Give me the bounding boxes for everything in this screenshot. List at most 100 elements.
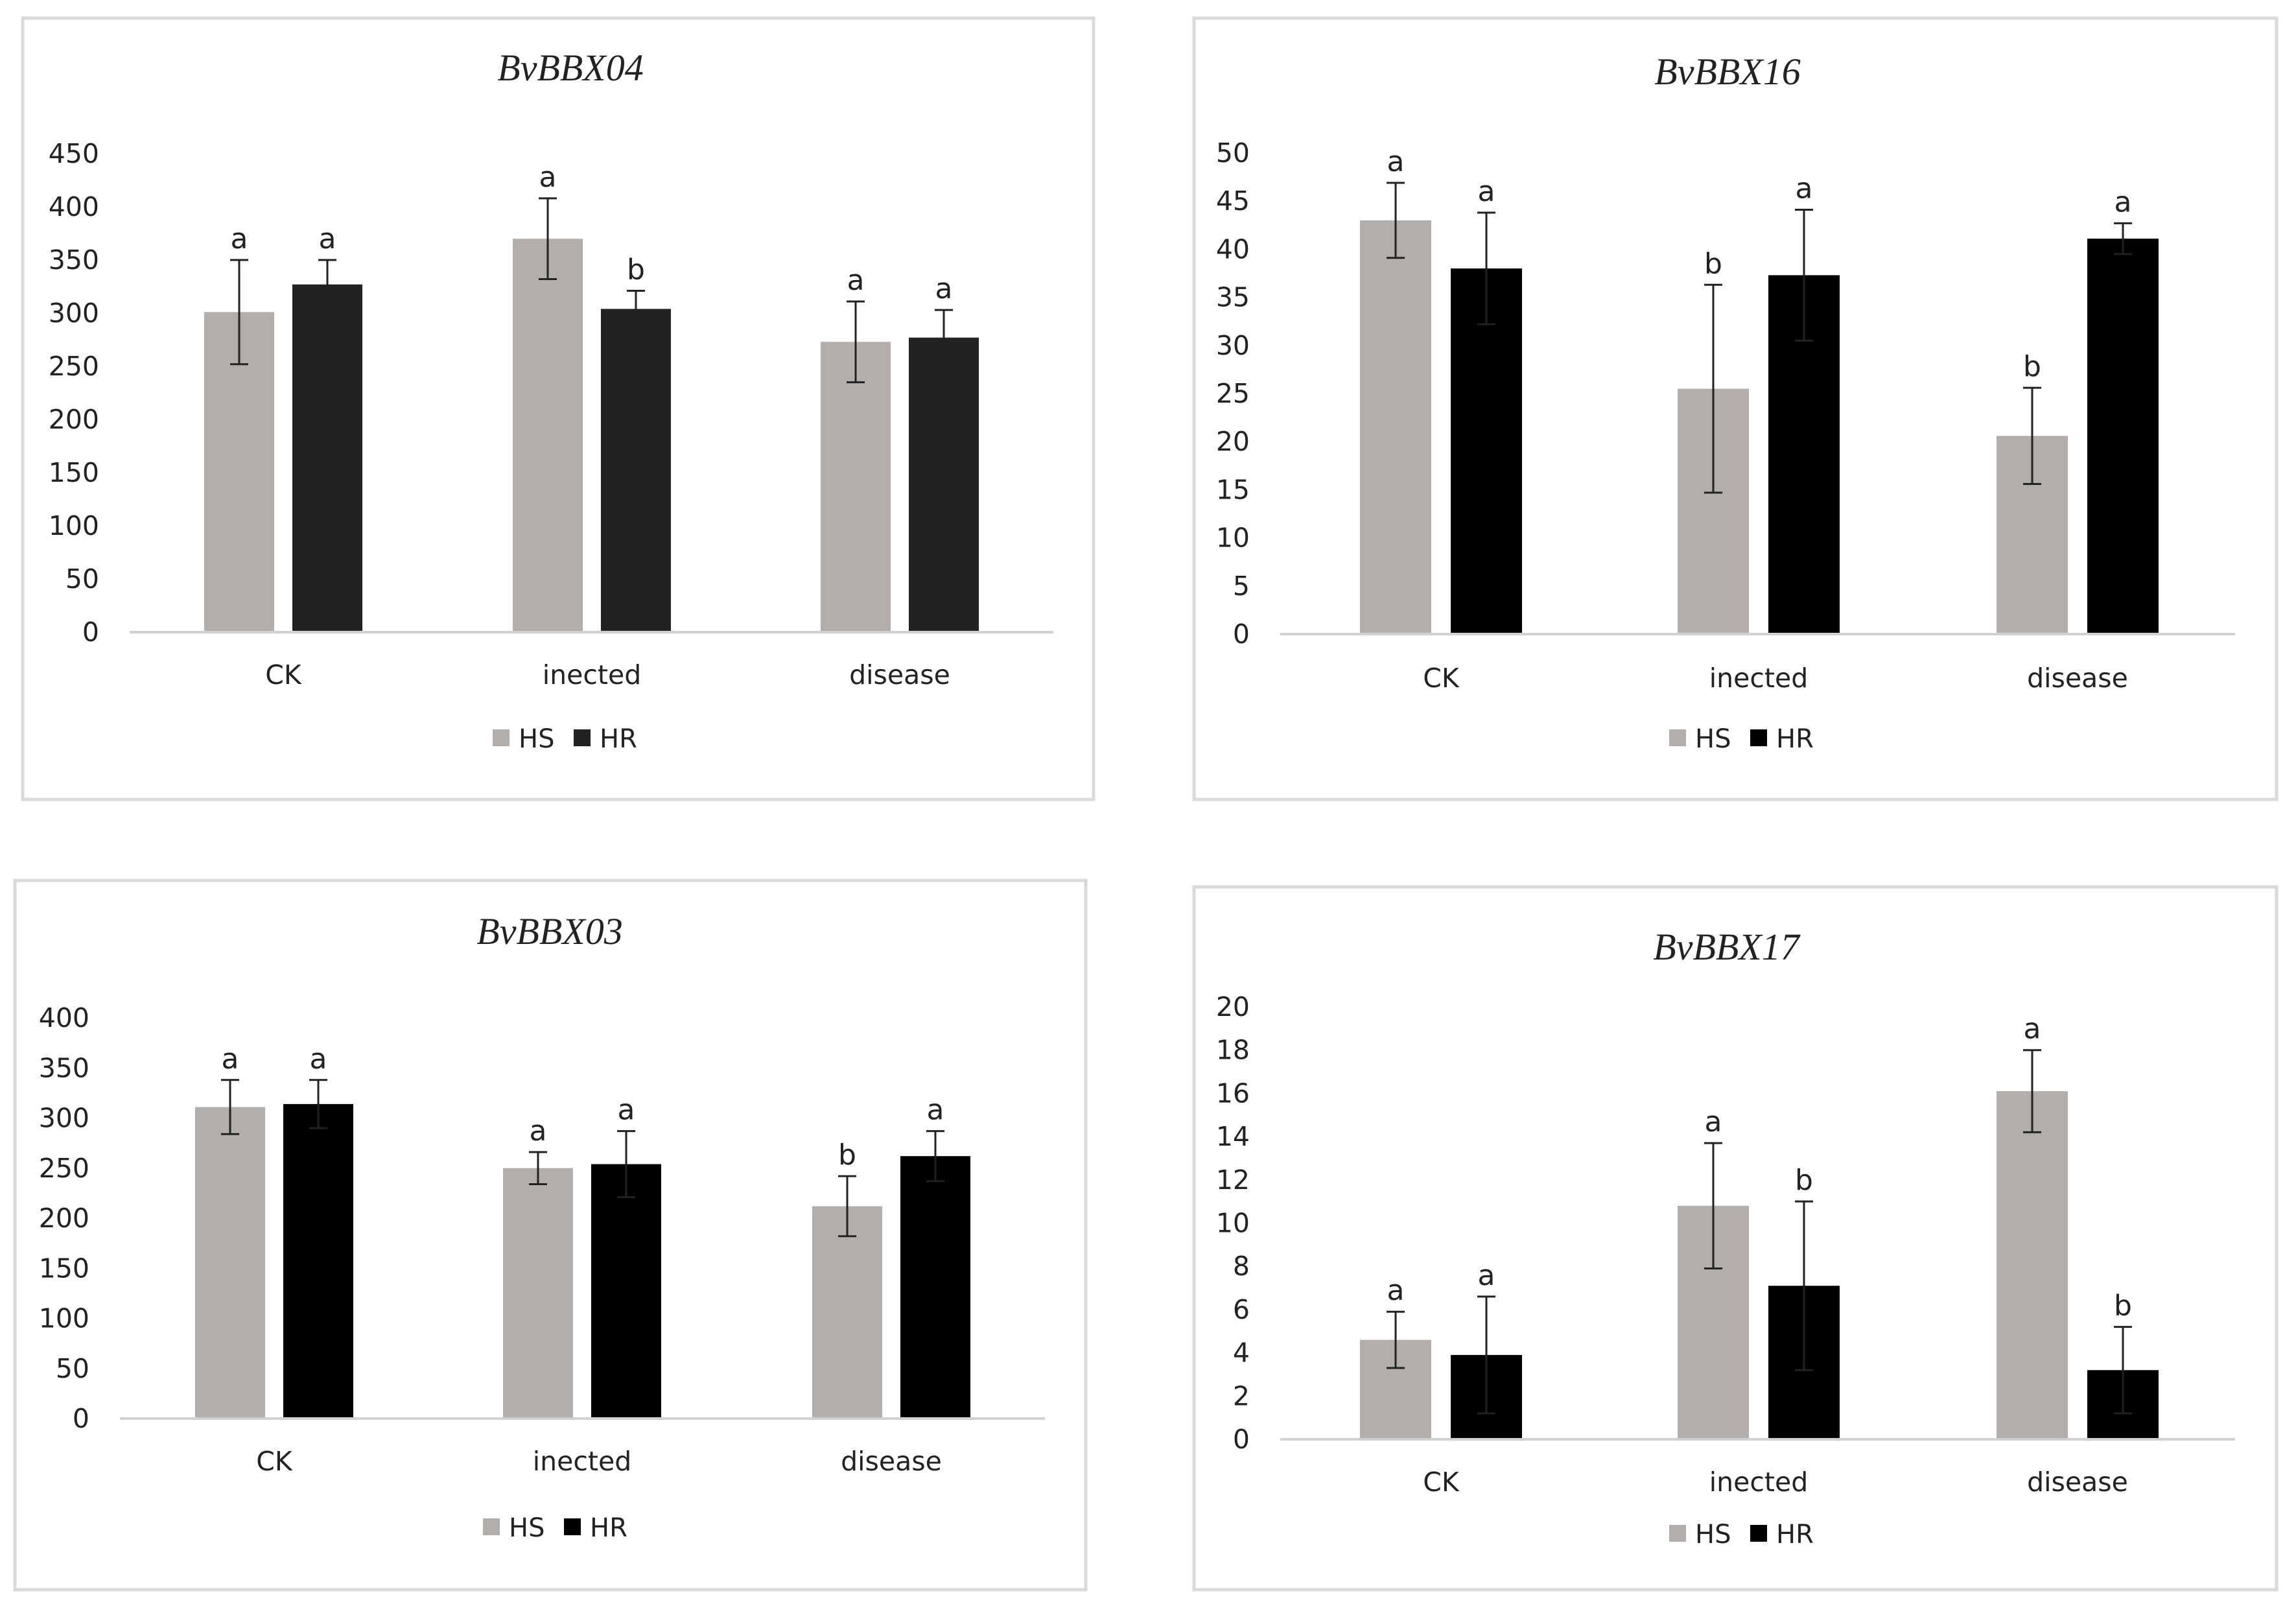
error-bar	[529, 1151, 547, 1185]
significance-letter: a	[847, 264, 865, 297]
error-bar	[935, 309, 953, 366]
error-bar	[1387, 1310, 1405, 1369]
legend-label: HS	[509, 1513, 545, 1543]
bar-hr-2	[601, 309, 671, 632]
y-tick-label: 15	[1216, 474, 1250, 505]
chart-panel-1: BvBBX04 0 50 100 150 200 250 300 350 400 450 a a a a b a…	[21, 16, 1095, 801]
error-bar	[1387, 182, 1405, 259]
x-category-label: inected	[1709, 663, 1808, 694]
error-bar	[318, 259, 336, 310]
legend-swatch-hr	[574, 729, 591, 746]
legend-label: HS	[519, 724, 554, 754]
y-tick-label: 12	[1216, 1164, 1250, 1196]
y-tick-label: 350	[49, 244, 99, 276]
bar-hs-2	[503, 1168, 573, 1419]
bar-hr-1	[292, 284, 362, 633]
legend-swatch-hs	[1669, 729, 1686, 746]
y-tick-label: 200	[49, 404, 99, 435]
y-tick-label: 30	[1216, 330, 1250, 361]
significance-letter: a	[231, 222, 248, 255]
error-bar	[230, 259, 248, 366]
significance-letter: a	[1478, 1259, 1495, 1292]
significance-letter: a	[927, 1094, 944, 1127]
y-tick-label: 2	[1233, 1380, 1250, 1411]
y-tick-label: 400	[39, 1002, 89, 1033]
significance-letter: a	[618, 1094, 635, 1127]
y-tick-label: 50	[56, 1353, 89, 1384]
y-tick-label: 10	[1216, 523, 1250, 554]
x-category-label: CK	[265, 659, 302, 690]
error-bar	[1477, 1295, 1495, 1415]
legend-swatch-hr	[1750, 1525, 1767, 1542]
significance-letter: a	[1796, 172, 1813, 206]
y-tick-label: 0	[1233, 619, 1250, 650]
bar-hr-3	[900, 1156, 970, 1419]
chart-panel-2: BvBBX16 0 5 10 15 20 25 30 35 40 45 50 a b b a a a CK inect…	[1192, 16, 2278, 801]
x-category-label: disease	[2027, 663, 2128, 694]
y-tick-label: 45	[1216, 185, 1250, 217]
x-category-label: inected	[1709, 1467, 1808, 1498]
bar-hr-2	[591, 1164, 661, 1419]
legend-label: HR	[600, 724, 637, 754]
bar-hs-1	[204, 312, 274, 632]
bar-hr-3	[909, 337, 979, 632]
chart-panel-4: BvBBX17 0 2 4 6 8 10 12 14 16 18 20 a a a a b b CK inected d…	[1192, 885, 2278, 1592]
y-tick-label: 35	[1216, 282, 1250, 313]
y-tick-label: 18	[1216, 1035, 1250, 1066]
error-bar	[221, 1079, 239, 1135]
significance-letter: a	[935, 272, 953, 305]
y-tick-label: 25	[1216, 378, 1250, 409]
significance-letter: a	[2114, 185, 2132, 218]
y-tick-label: 10	[1216, 1208, 1250, 1239]
legend-label: HR	[1776, 1520, 1814, 1550]
chart-title: BvBBX03	[476, 910, 622, 952]
significance-letter: a	[310, 1043, 327, 1076]
y-tick-label: 350	[39, 1052, 89, 1083]
bar-hs-3	[821, 342, 891, 632]
chart-title: BvBBX17	[1653, 926, 1800, 968]
y-tick-label: 200	[39, 1203, 89, 1234]
x-category-label: CK	[256, 1446, 293, 1477]
significance-letter: b	[2114, 1290, 2132, 1323]
significance-letter: a	[1387, 1274, 1405, 1307]
y-tick-label: 20	[1216, 426, 1250, 457]
significance-letter: b	[838, 1138, 856, 1172]
chart-panel-3: BvBBX03 0 50 100 150 200 250 300 350 400 a a b a a a CK i…	[13, 878, 1088, 1592]
significance-letter: b	[2023, 350, 2041, 383]
legend-label: HS	[1695, 724, 1731, 754]
y-tick-label: 150	[49, 457, 99, 488]
bar-hs-3	[812, 1206, 882, 1419]
y-tick-label: 8	[1233, 1251, 1250, 1282]
x-category-label: inected	[533, 1446, 631, 1477]
bar-hs-3	[1997, 1091, 2068, 1439]
y-tick-label: 150	[39, 1253, 89, 1284]
y-tick-label: 0	[82, 617, 99, 648]
y-tick-label: 100	[39, 1303, 89, 1334]
y-tick-label: 5	[1233, 571, 1250, 602]
significance-letter: a	[319, 222, 336, 255]
x-category-label: inected	[543, 659, 641, 690]
bar-hr-1	[1451, 268, 1522, 635]
y-tick-label: 16	[1216, 1078, 1250, 1109]
chart-title: BvBBX04	[497, 47, 643, 89]
legend-label: HR	[1776, 724, 1814, 754]
chart-title: BvBBX16	[1654, 51, 1800, 93]
significance-letter: b	[1704, 247, 1722, 280]
y-tick-label: 6	[1233, 1294, 1250, 1325]
error-bar	[617, 1130, 635, 1199]
x-category-label: disease	[841, 1446, 942, 1477]
y-tick-label: 20	[1216, 991, 1250, 1022]
significance-letter: a	[1478, 175, 1495, 208]
y-tick-label: 14	[1216, 1121, 1250, 1152]
x-category-label: CK	[1423, 1467, 1460, 1498]
significance-letter: a	[222, 1043, 239, 1076]
legend-label: HS	[1695, 1520, 1731, 1550]
significance-letter: b	[1795, 1164, 1813, 1197]
legend-swatch-hs	[493, 729, 510, 746]
significance-letter: a	[2024, 1013, 2041, 1046]
significance-letter: a	[1705, 1105, 1722, 1138]
y-tick-label: 0	[73, 1403, 89, 1434]
error-bar	[627, 290, 645, 328]
error-bar	[847, 300, 865, 384]
